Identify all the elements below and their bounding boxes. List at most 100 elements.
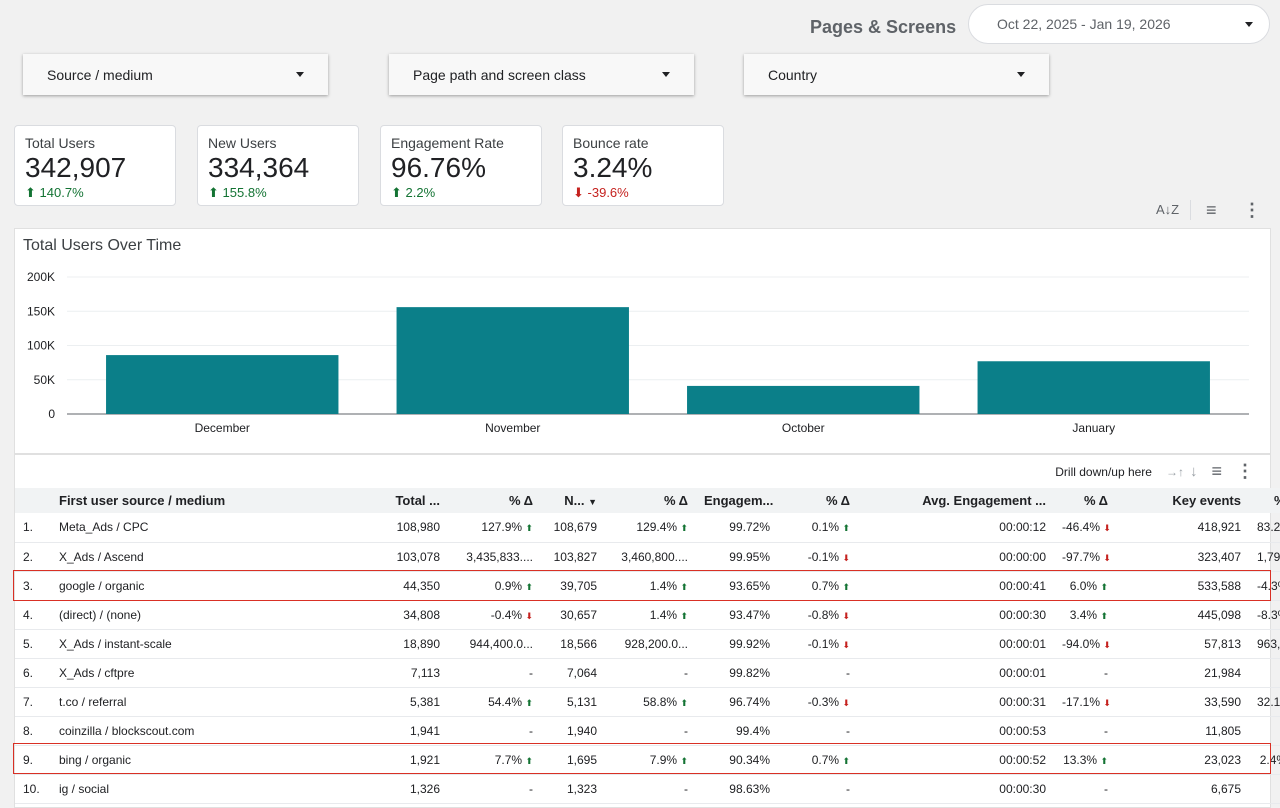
sort-desc-icon: ▼ bbox=[588, 497, 597, 507]
arrow-down-icon: ⬇ bbox=[842, 552, 850, 563]
kpi-delta: ⬆ 155.8% bbox=[208, 185, 267, 200]
column-header[interactable]: First user source / medium bbox=[59, 493, 226, 508]
arrow-up-icon: ⬆ bbox=[525, 755, 533, 766]
column-header-sorted[interactable]: N... ▼ bbox=[564, 493, 597, 508]
table-row[interactable]: 9. bing / organic 1,921 7.7% ⬆ 1,695 7.9% ⬆ 90… bbox=[15, 745, 1280, 774]
delta-cell: 54.4% ⬆ bbox=[488, 694, 533, 709]
x-tick-label: October bbox=[782, 421, 825, 435]
table-row[interactable]: 1. Meta_Ads / CPC 108,980 127.9% ⬆ 108,679 12… bbox=[15, 513, 1280, 542]
column-header[interactable]: % Δ bbox=[1083, 493, 1108, 508]
arrow-down-icon: ⬇ bbox=[525, 610, 533, 621]
metric-cell: 1,941 bbox=[409, 723, 440, 738]
metric-cell: 1,695 bbox=[566, 752, 597, 767]
delta-cell: - bbox=[1249, 658, 1280, 687]
metric-cell: 418,921 bbox=[1197, 520, 1241, 535]
arrow-up-icon: ⬆ bbox=[25, 185, 36, 200]
arrow-down-icon: ⬇ bbox=[1103, 639, 1111, 650]
delta-cell: - bbox=[1249, 716, 1280, 745]
column-header[interactable]: Key events bbox=[1172, 493, 1241, 508]
filter-icon[interactable]: ≡ bbox=[1206, 200, 1217, 220]
table-toolbar: Drill down/up here →↑ ↓ ≡ ⋮ bbox=[1055, 455, 1270, 488]
delta-cell: - bbox=[684, 723, 688, 738]
arrow-up-icon: ⬆ bbox=[680, 610, 688, 621]
delta-cell: - bbox=[1104, 723, 1108, 738]
table-row[interactable]: 2. X_Ads / Ascend 103,078 3,435,833.... 103,… bbox=[15, 542, 1280, 571]
drill-up-icon[interactable]: →↑ bbox=[1165, 464, 1184, 479]
chevron-down-icon bbox=[662, 72, 670, 77]
y-tick-label: 50K bbox=[34, 373, 55, 387]
metric-cell: 00:00:00 bbox=[999, 549, 1046, 564]
metric-cell: 99.92% bbox=[729, 636, 770, 651]
arrow-down-icon: ⬇ bbox=[573, 185, 584, 200]
metric-cell: 103,078 bbox=[396, 549, 440, 564]
table-row[interactable]: 3. google / organic 44,350 0.9% ⬆ 39,705 1.4%… bbox=[15, 571, 1280, 600]
arrow-up-icon: ⬆ bbox=[391, 185, 402, 200]
table-row[interactable]: 10. ig / social 1,326 - 1,323 - 98.63% - 00:00:3… bbox=[15, 774, 1280, 803]
bar-november[interactable] bbox=[396, 307, 629, 414]
country-filter[interactable]: Country bbox=[744, 54, 1049, 95]
kpi-new-users: New Users 334,364 ⬆ 155.8% bbox=[197, 125, 359, 206]
metric-cell: 1,921 bbox=[409, 752, 440, 767]
metric-cell: 57,813 bbox=[1204, 636, 1241, 651]
bar-december[interactable] bbox=[106, 355, 339, 414]
table-row[interactable]: 8. coinzilla / blockscout.com 1,941 - 1,940 -… bbox=[15, 716, 1280, 745]
delta-cell: - bbox=[846, 781, 850, 796]
metric-cell: 5,381 bbox=[409, 694, 440, 709]
metric-cell: 33,590 bbox=[1204, 694, 1241, 709]
source-medium-cell: X_Ads / instant-scale bbox=[59, 636, 172, 651]
metric-cell: 1,940 bbox=[566, 723, 597, 738]
delta-cell: -0.8% ⬇ bbox=[807, 607, 850, 622]
source-medium-filter[interactable]: Source / medium bbox=[23, 54, 328, 95]
delta-cell: 0.9% ⬆ bbox=[494, 578, 533, 593]
page-title: Pages & Screens bbox=[810, 17, 957, 37]
metric-cell: 96.74% bbox=[729, 694, 770, 709]
kpi-value: 342,907 bbox=[25, 152, 127, 183]
column-header[interactable]: Total ... bbox=[395, 493, 440, 508]
delta-cell: -94.0% ⬇ bbox=[1062, 636, 1111, 651]
metric-cell: 108,679 bbox=[553, 520, 597, 535]
more-vert-icon[interactable]: ⋮ bbox=[1243, 200, 1261, 220]
column-header[interactable]: % Δ bbox=[663, 493, 688, 508]
delta-cell: -0.1% ⬇ bbox=[807, 636, 850, 651]
metric-cell: 00:00:31 bbox=[999, 694, 1046, 709]
delta-cell: 13.3% ⬆ bbox=[1063, 752, 1108, 767]
drill-down-icon[interactable]: ↓ bbox=[1189, 463, 1198, 480]
index-header bbox=[15, 488, 51, 513]
delta-cell: 129.4% ⬆ bbox=[636, 520, 688, 535]
arrow-up-icon: ⬆ bbox=[1100, 755, 1108, 766]
date-range-label: Oct 22, 2025 - Jan 19, 2026 bbox=[997, 16, 1171, 32]
table-row[interactable]: 7. t.co / referral 5,381 54.4% ⬆ 5,131 58.8% … bbox=[15, 687, 1280, 716]
table-row[interactable]: 5. X_Ads / instant-scale 18,890 944,400.0..… bbox=[15, 629, 1280, 658]
kpi-delta: ⬇ -39.6% bbox=[573, 185, 629, 200]
page-path-filter[interactable]: Page path and screen class bbox=[389, 54, 694, 95]
column-header[interactable]: % Δ bbox=[825, 493, 850, 508]
metric-cell: 103,827 bbox=[553, 549, 597, 564]
source-medium-cell: (direct) / (none) bbox=[59, 607, 142, 622]
delta-cell: -0.4% ⬇ bbox=[490, 607, 533, 622]
chevron-down-icon bbox=[296, 72, 304, 77]
metric-cell: 323,407 bbox=[1197, 549, 1241, 564]
metric-cell: 99.4% bbox=[735, 723, 770, 738]
column-header[interactable]: Engagem... bbox=[704, 493, 774, 508]
delta-cell: 3,460,800.... bbox=[621, 549, 688, 564]
sort-az-icon[interactable]: A↓Z bbox=[1156, 202, 1180, 217]
bar-october[interactable] bbox=[687, 385, 920, 414]
filter-label: Page path and screen class bbox=[413, 66, 586, 83]
table-row[interactable]: 4. (direct) / (none) 34,808 -0.4% ⬇ 30,657 1.… bbox=[15, 600, 1280, 629]
metric-cell: 00:00:01 bbox=[999, 665, 1046, 680]
arrow-up-icon: ⬆ bbox=[842, 581, 850, 592]
column-header[interactable]: % Δ bbox=[1249, 488, 1280, 513]
kpi-delta: ⬆ 2.2% bbox=[391, 185, 436, 200]
metric-cell: 44,350 bbox=[403, 578, 440, 593]
column-header[interactable]: % Δ bbox=[508, 493, 533, 508]
table-row[interactable]: 6. X_Ads / cftpre 7,113 - 7,064 - 99.82% - 00:00… bbox=[15, 658, 1280, 687]
column-header[interactable]: Avg. Engagement ... bbox=[922, 493, 1046, 508]
bar-january[interactable] bbox=[977, 361, 1210, 414]
y-tick-label: 150K bbox=[27, 304, 55, 318]
filter-icon[interactable]: ≡ bbox=[1211, 461, 1222, 481]
row-index: 8. bbox=[23, 723, 34, 738]
delta-cell: 127.9% ⬆ bbox=[481, 520, 533, 535]
more-vert-icon[interactable]: ⋮ bbox=[1236, 461, 1254, 481]
date-range-picker[interactable]: Oct 22, 2025 - Jan 19, 2026 bbox=[968, 4, 1270, 44]
metric-cell: 21,984 bbox=[1204, 665, 1241, 680]
